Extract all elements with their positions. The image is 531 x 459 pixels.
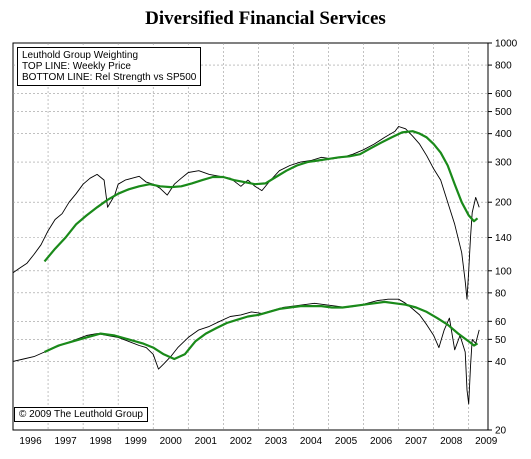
legend-line-1: Leuthold Group Weighting xyxy=(22,50,139,61)
x-tick-label-2006: 2006 xyxy=(370,436,393,447)
y-tick-label-600: 600 xyxy=(495,89,512,100)
y-tick-label-500: 500 xyxy=(495,107,512,118)
x-tick-label-2003: 2003 xyxy=(265,436,288,447)
y-tick-label-50: 50 xyxy=(495,335,507,346)
series-relative-strength-moving-average xyxy=(44,300,479,361)
y-tick-label-140: 140 xyxy=(495,233,512,244)
series-price-weekly xyxy=(12,126,480,300)
y-tick-label-60: 60 xyxy=(495,317,507,328)
y-tick-label-100: 100 xyxy=(495,266,512,277)
y-tick-label-300: 300 xyxy=(495,158,512,169)
x-tick-label-1999: 1999 xyxy=(125,436,148,447)
x-tick-label-2007: 2007 xyxy=(405,436,428,447)
x-tick-label-2004: 2004 xyxy=(300,436,323,447)
series-price-moving-average xyxy=(43,130,479,263)
x-tick-label-1996: 1996 xyxy=(19,436,42,447)
y-tick-label-200: 200 xyxy=(495,198,512,209)
legend: Leuthold Group Weighting TOP LINE: Weekl… xyxy=(17,47,202,86)
y-tick-label-40: 40 xyxy=(495,357,507,368)
x-tick-label-2002: 2002 xyxy=(230,436,253,447)
axis-ticks: 1996 1997 1998 1999 2000 2001 2002 2003 2004 2005… xyxy=(19,39,517,448)
x-tick-label-1998: 1998 xyxy=(90,436,113,447)
y-tick-label-20: 20 xyxy=(495,426,507,437)
chart-title: Diversified Financial Services xyxy=(145,8,386,29)
legend-line-3: BOTTOM LINE: Rel Strength vs SP500 xyxy=(22,72,197,83)
x-tick-label-2008: 2008 xyxy=(440,436,463,447)
x-tick-label-2005: 2005 xyxy=(335,436,358,447)
y-tick-label-80: 80 xyxy=(495,288,507,299)
series-lines xyxy=(12,126,480,405)
x-tick-label-2001: 2001 xyxy=(195,436,218,447)
plot-frame xyxy=(12,42,489,431)
copyright-note: © 2009 The Leuthold Group xyxy=(14,407,148,422)
grid-lines xyxy=(13,43,488,430)
x-tick-label-2000: 2000 xyxy=(160,436,183,447)
legend-line-2: TOP LINE: Weekly Price xyxy=(22,61,131,72)
y-tick-label-400: 400 xyxy=(495,129,512,140)
y-tick-label-800: 800 xyxy=(495,61,512,72)
x-tick-label-1997: 1997 xyxy=(54,436,77,447)
y-tick-label-1000: 1000 xyxy=(495,39,518,50)
x-tick-label-2009: 2009 xyxy=(475,436,498,447)
